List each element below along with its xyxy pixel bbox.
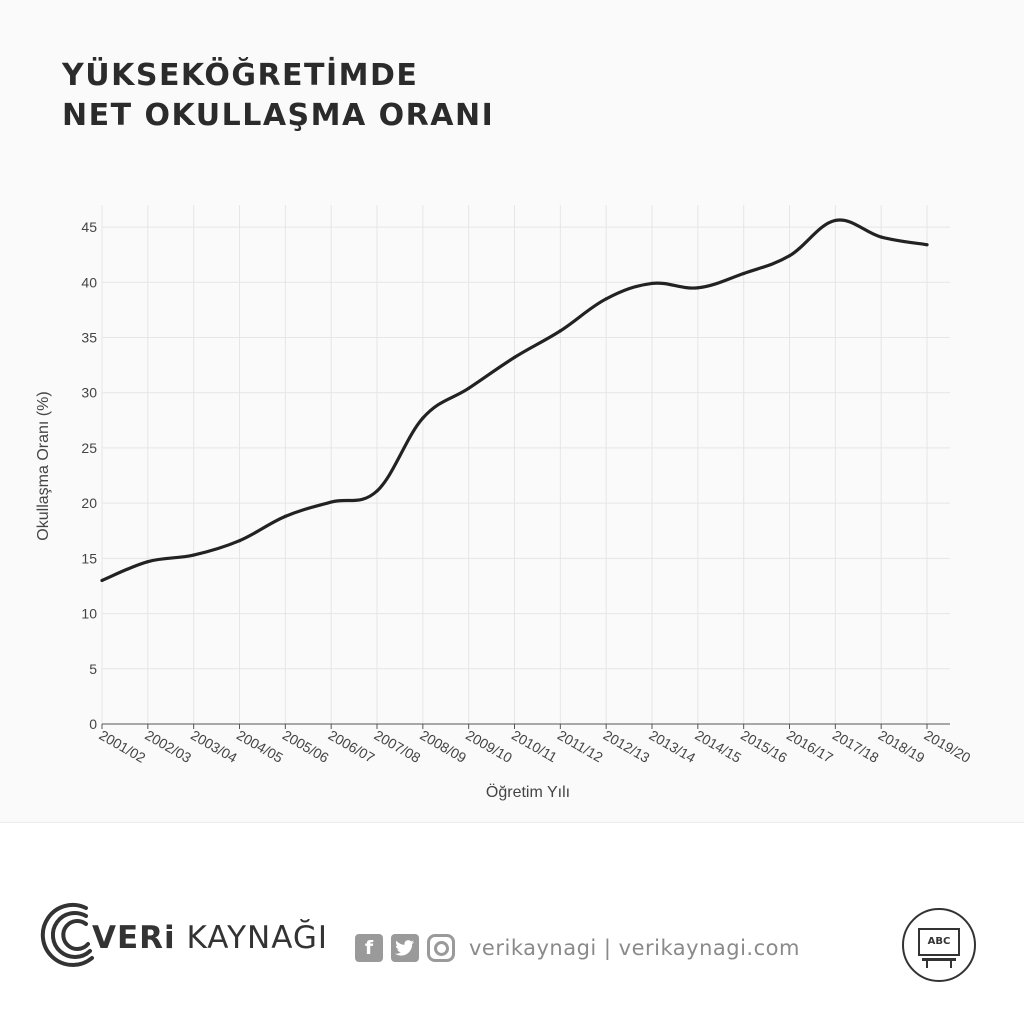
title-line-2: NET OKULLAŞMA ORANI	[62, 98, 495, 133]
data-point	[467, 386, 471, 390]
instagram-icon[interactable]	[427, 934, 455, 962]
x-tick-label: 2008/09	[417, 727, 469, 766]
data-point	[833, 218, 837, 223]
y-tick-label: 15	[81, 550, 97, 566]
x-tick-label: 2019/20	[922, 727, 974, 766]
facebook-icon[interactable]: f	[355, 934, 383, 962]
data-point	[192, 553, 196, 557]
line-chart: 0 5 10 15 20 25 30 35 40 45 2001/022002/032003/04…	[35, 205, 974, 801]
x-tick-label: 2017/18	[830, 727, 882, 766]
data-point	[879, 235, 883, 239]
x-tick-label: 2014/15	[692, 727, 744, 766]
data-point	[696, 286, 700, 290]
page-title: YÜKSEKÖĞRETİMDE NET OKULLAŞMA ORANI	[62, 56, 494, 136]
y-axis-ticks: 0 5 10 15 20 25 30 35 40 45	[81, 219, 97, 732]
x-tick-label: 2001/02	[97, 727, 149, 766]
y-tick-label: 0	[89, 716, 97, 732]
x-tick-label: 2006/07	[326, 727, 378, 766]
data-point	[146, 560, 150, 564]
x-tick-label: 2007/08	[372, 727, 424, 766]
logo-arcs-icon	[40, 902, 94, 967]
data-point	[604, 297, 608, 301]
x-tick-label: 2016/17	[784, 727, 836, 766]
brand-name: VERi KAYNAĞI	[92, 920, 328, 956]
badge-board: ABC	[918, 928, 960, 956]
x-tick-label: 2015/16	[738, 727, 790, 766]
x-tick-label: 2004/05	[234, 727, 286, 766]
data-point	[925, 243, 929, 247]
x-tick-label: 2012/13	[601, 727, 653, 766]
data-point	[237, 539, 242, 543]
facebook-glyph: f	[364, 937, 374, 959]
x-tick-label: 2003/04	[188, 727, 240, 766]
footer-band	[0, 822, 1024, 1025]
x-tick-label: 2013/14	[647, 727, 699, 766]
twitter-bird-glyph	[395, 940, 414, 956]
data-point	[558, 329, 562, 333]
x-tick-label: 2002/03	[142, 727, 194, 766]
data-point	[742, 271, 746, 276]
title-line-1: YÜKSEKÖĞRETİMDE	[62, 58, 419, 93]
y-tick-label: 10	[81, 606, 97, 622]
x-tick-label: 2009/10	[463, 727, 515, 766]
data-point	[787, 254, 792, 258]
data-points	[100, 218, 929, 583]
social-handles[interactable]: verikaynagi | verikaynagi.com	[469, 936, 800, 960]
brand-name-bold: VERi	[92, 920, 176, 956]
brand-name-rest: KAYNAĞI	[175, 920, 329, 956]
chart-grid	[101, 205, 950, 724]
chart-background	[0, 0, 1024, 822]
badge-stand	[922, 958, 956, 961]
y-tick-label: 30	[81, 385, 97, 401]
data-point	[421, 416, 425, 420]
brand-logo[interactable]: VERi KAYNAĞI	[40, 900, 327, 970]
x-axis-label: Öğretim Yılı	[486, 783, 570, 801]
x-tick-label: 2005/06	[280, 727, 332, 766]
y-tick-label: 40	[81, 274, 97, 290]
x-tick-label: 2011/12	[555, 727, 606, 766]
x-tick-label: 2018/19	[876, 727, 928, 766]
data-point	[512, 355, 517, 359]
x-tick-label: 2010/11	[509, 727, 560, 766]
badge-leg-right	[950, 960, 952, 968]
y-tick-label: 5	[89, 661, 97, 677]
y-tick-label: 45	[81, 219, 97, 235]
badge-leg-left	[926, 960, 928, 968]
twitter-icon[interactable]	[391, 934, 419, 962]
data-point	[329, 500, 333, 504]
social-links: f verikaynagi | verikaynagi.com	[355, 930, 800, 966]
data-point	[650, 281, 654, 286]
classroom-board-icon: ABC	[902, 908, 976, 982]
y-tick-label: 20	[81, 495, 97, 511]
y-tick-label: 35	[81, 330, 97, 346]
data-point	[283, 514, 287, 519]
data-point	[100, 578, 104, 583]
data-point	[375, 489, 379, 493]
y-tick-label: 25	[81, 440, 97, 456]
x-axis-ticks: 2001/022002/032003/042004/052005/062006/…	[97, 724, 974, 766]
y-axis-label: Okullaşma Oranı (%)	[35, 391, 52, 540]
